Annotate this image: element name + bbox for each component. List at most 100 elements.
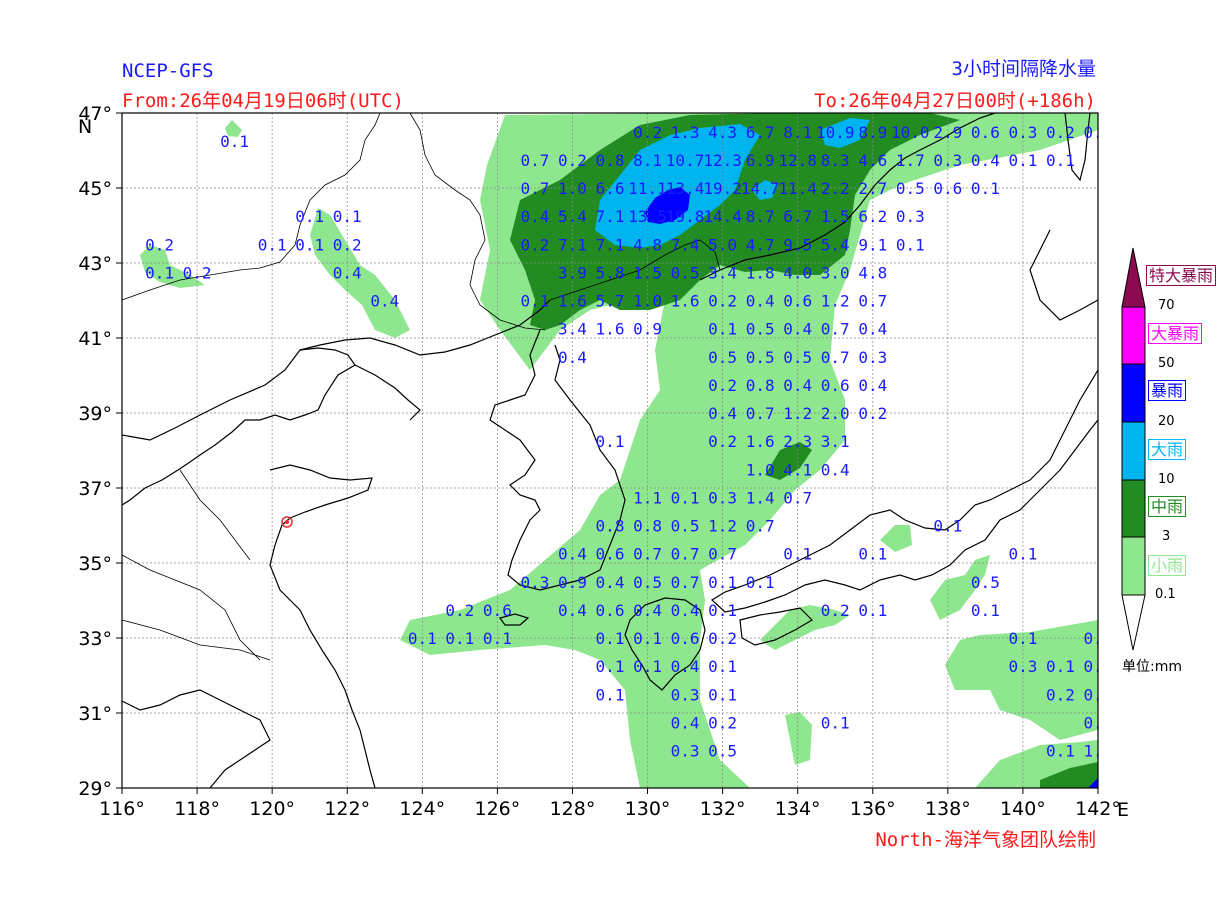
- precip-value-label: 0.5: [746, 348, 775, 367]
- precip-value-label: 0.2: [633, 123, 662, 142]
- precip-value-label: 4.1: [783, 460, 812, 479]
- legend-label-light: 小雨: [1148, 555, 1187, 576]
- precip-value-label: 0.1: [483, 629, 512, 648]
- legend-tick-0-1: 0.1: [1155, 587, 1176, 602]
- precip-value-label: 0.4: [858, 376, 887, 395]
- precip-value-label: 0.1: [1008, 545, 1037, 564]
- precip-value-label: 0.2: [520, 235, 549, 254]
- precip-value-label: 0.4: [558, 545, 587, 564]
- legend-tick-3: 3: [1162, 529, 1171, 544]
- precip-value-label: 1.6: [596, 320, 625, 339]
- precip-value-label: 0.7: [858, 292, 887, 311]
- precip-value-label: 0.4: [671, 657, 700, 676]
- precip-value-label: 0.3: [1008, 123, 1037, 142]
- precip-value-label: 3.0: [821, 263, 850, 282]
- precip-value-label: 0.8: [633, 517, 662, 536]
- precip-value-label: 0.1: [596, 432, 625, 451]
- precip-value-label: 0.1: [1084, 657, 1113, 676]
- precip-value-label: 4.6: [858, 151, 887, 170]
- precip-value-label: 4.7: [746, 235, 775, 254]
- lon-label: 122°: [324, 798, 370, 820]
- precip-value-label: 0.2: [821, 601, 850, 620]
- lon-label: 132°: [700, 798, 746, 820]
- precip-value-label: 0.7: [746, 517, 775, 536]
- precip-value-label: 0.2: [333, 235, 362, 254]
- legend-unit: 单位:mm: [1122, 659, 1182, 675]
- legend-label-very-heavy: 大暴雨: [1148, 323, 1203, 344]
- precip-value-label: 0.1: [258, 235, 287, 254]
- precip-value-label: 0.1: [1008, 629, 1037, 648]
- precip-value-label: 0.4: [783, 376, 812, 395]
- lat-label: 41°: [78, 328, 112, 350]
- precip-value-label: 1.2: [821, 292, 850, 311]
- precip-value-label: 1.2: [708, 517, 737, 536]
- precip-value-label: 0.3: [858, 348, 887, 367]
- precip-value-label: 0.1: [708, 657, 737, 676]
- lat-label: 39°: [78, 403, 112, 425]
- legend-tick-10: 10: [1158, 472, 1175, 487]
- lon-label: 142°: [1075, 798, 1121, 820]
- precip-value-label: 1.0: [633, 292, 662, 311]
- precip-value-label: 0.1: [933, 517, 962, 536]
- precip-value-label: 1.6: [746, 432, 775, 451]
- precip-value-label: 0.6: [971, 123, 1000, 142]
- precip-value-label: 0.1: [971, 179, 1000, 198]
- lon-label: 136°: [850, 798, 896, 820]
- precip-value-label: 11.4: [778, 179, 817, 198]
- precip-value-label: 7.1: [558, 235, 587, 254]
- lon-label: 118°: [174, 798, 220, 820]
- precip-value-label: 0.6: [933, 179, 962, 198]
- precip-value-label: 3.4: [708, 263, 737, 282]
- lat-label: 31°: [78, 703, 112, 725]
- precip-value-label: 19.2: [703, 179, 742, 198]
- precip-value-label: 0.2: [708, 713, 737, 732]
- precip-value-label: 13.4: [666, 179, 705, 198]
- legend-tick-70: 70: [1158, 298, 1175, 313]
- precip-value-label: 0.6: [596, 601, 625, 620]
- precip-value-label: 8.7: [746, 207, 775, 226]
- precip-value-label: 0.5: [708, 348, 737, 367]
- lat-label: 37°: [78, 478, 112, 500]
- precip-value-label: 0.6: [483, 601, 512, 620]
- precip-value-label: 1.5: [633, 263, 662, 282]
- precip-value-label: 0.4: [671, 713, 700, 732]
- precip-value-label: 0.3: [520, 573, 549, 592]
- axis-ticks: [116, 112, 1099, 794]
- to-time: To:26年04月27日00时(+186h): [814, 90, 1096, 112]
- precip-value-label: 0.2: [708, 629, 737, 648]
- precip-value-label: 0.1: [896, 235, 925, 254]
- precip-value-label: 0.1: [1084, 713, 1113, 732]
- precip-value-label: 0.1: [971, 601, 1000, 620]
- precip-value-label: 0.7: [671, 545, 700, 564]
- precip-value-label: 0.3: [933, 151, 962, 170]
- precip-value-label: 8.1: [633, 151, 662, 170]
- precip-value-label: 0.4: [558, 348, 587, 367]
- precip-value-label: 14.7: [741, 179, 780, 198]
- precip-value-label: 0.4: [858, 320, 887, 339]
- precip-value-label: 0.1: [1046, 742, 1075, 761]
- precip-value-label: 0.5: [783, 348, 812, 367]
- precip-value-label: 0.6: [783, 292, 812, 311]
- precip-value-label: 0.1: [1084, 123, 1113, 142]
- precip-value-label: 0.2: [558, 151, 587, 170]
- precip-value-label: 0.1: [633, 629, 662, 648]
- precip-value-label: 6.7: [783, 207, 812, 226]
- precip-value-label: 0.1: [708, 601, 737, 620]
- precip-value-label: 0.1: [708, 685, 737, 704]
- precip-value-label: 0.1: [333, 207, 362, 226]
- lat-label: 47°: [78, 103, 112, 125]
- north-label: N: [78, 116, 92, 138]
- precip-value-label: 8.1: [783, 123, 812, 142]
- precip-value-label: 0.1: [858, 545, 887, 564]
- precip-value-label: 0.1: [1084, 629, 1113, 648]
- precip-value-label: 0.7: [821, 320, 850, 339]
- lat-label: 35°: [78, 553, 112, 575]
- lat-label: 45°: [78, 178, 112, 200]
- precip-value-label: 10.0: [891, 123, 930, 142]
- precip-value-label: 6.6: [596, 179, 625, 198]
- precip-value-label: 0.1: [145, 263, 174, 282]
- precip-value-label: 6.9: [746, 151, 775, 170]
- precip-value-label: 5.4: [821, 235, 850, 254]
- precip-value-label: 0.1: [295, 207, 324, 226]
- legend-label-heavy: 大雨: [1148, 439, 1187, 460]
